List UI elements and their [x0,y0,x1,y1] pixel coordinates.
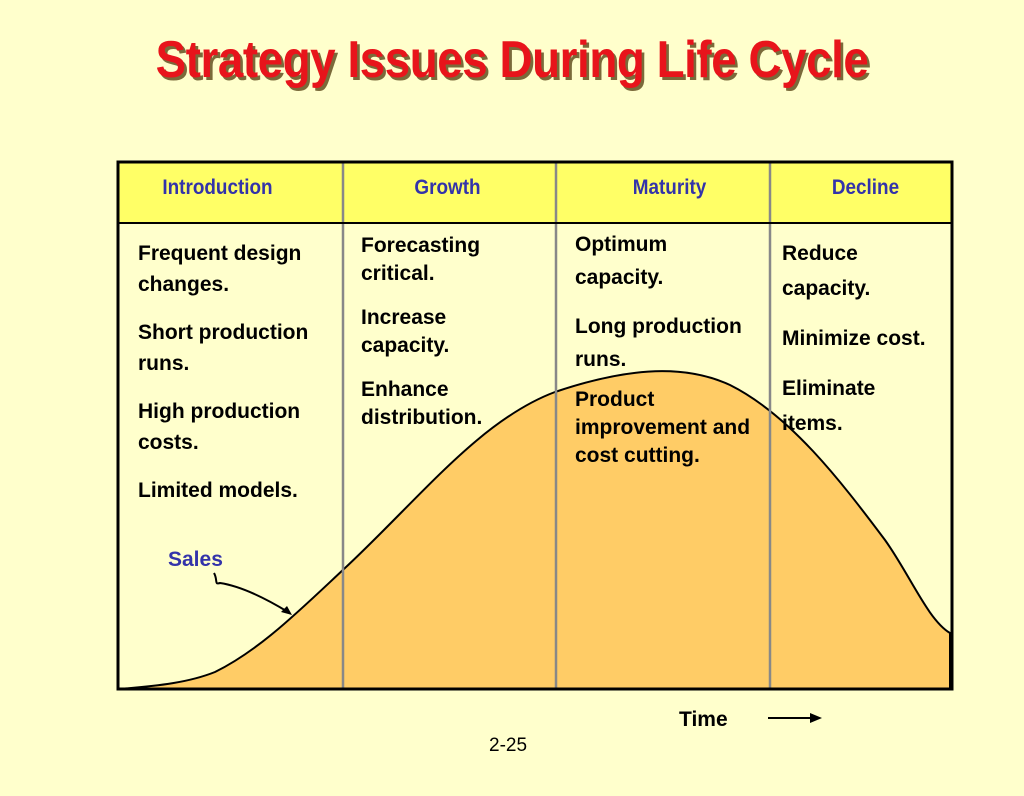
time-arrow-head [810,713,822,723]
stage-label-maturity: Maturity [632,176,707,199]
list-item: Frequent design changes. [138,242,302,296]
list-item: Enhance distribution. [361,378,483,429]
diagram-frame [116,160,954,691]
list-item: Short production runs. [138,321,309,375]
page-number: 2-25 [489,735,528,756]
decline-issues: Reduce capacity. Minimize cost. Eliminat… [782,236,947,455]
sales-pointer-head [281,606,292,615]
stage-label-growth: Growth [414,176,481,199]
list-item: Limited models. [138,479,298,502]
sales-label: Sales [168,548,223,571]
list-item: High production costs. [138,400,301,454]
stage-header-band [118,162,952,223]
sales-pointer-arrow [213,572,289,613]
list-item: Optimum capacity. [575,233,668,289]
introduction-issues: Frequent design changes. Short productio… [138,238,338,520]
growth-issues: Forecasting critical. Increase capacity.… [361,232,511,446]
maturity-issues: Optimum capacity. Long production runs. … [575,228,765,484]
list-item: Product improvement and cost cutting. [575,388,751,467]
list-item: Long production runs. [575,315,742,371]
slide-title: Strategy Issues During Life Cycle [155,31,869,89]
stage-label-decline: Decline [831,176,900,199]
list-item: Reduce capacity. [782,242,871,300]
list-item: Minimize cost. [782,327,926,350]
list-item: Increase capacity. [361,306,450,357]
time-axis-label: Time [679,708,728,731]
list-item: Eliminate items. [782,377,876,435]
list-item: Forecasting critical. [361,234,481,285]
stage-label-introduction: Introduction [162,176,273,199]
